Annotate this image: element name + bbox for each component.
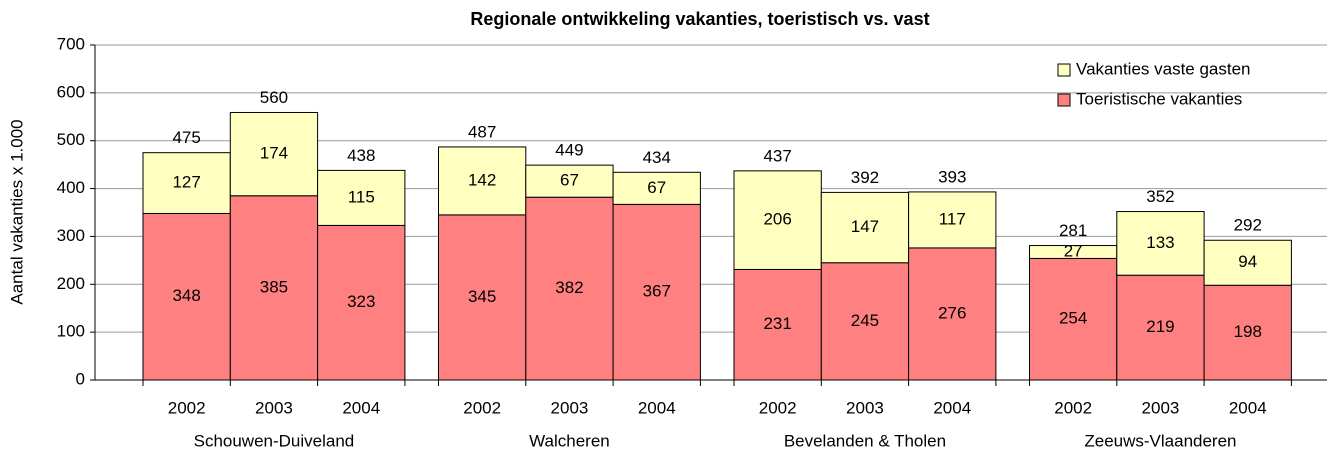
data-label: 147 (851, 217, 879, 236)
total-label: 438 (347, 146, 375, 165)
data-label: 345 (468, 287, 496, 306)
bar-segment (908, 247, 997, 381)
bar-segment (820, 191, 910, 264)
data-label: 27 (1064, 241, 1083, 260)
y-tick-label: 0 (76, 369, 85, 388)
x-tick-label: 2004 (342, 398, 380, 417)
data-label: 231 (763, 314, 791, 333)
data-label: 367 (643, 282, 671, 301)
data-label: 67 (560, 171, 579, 190)
bar-segment (612, 171, 701, 205)
y-axis-label: Aantal vakanties x 1.000 (7, 119, 26, 304)
bar-segment (733, 170, 822, 270)
y-tick-label: 700 (57, 34, 85, 53)
x-tick-label: 2004 (933, 398, 971, 417)
group-label: Zeeuws-Vlaanderen (1084, 431, 1236, 450)
x-tick-label: 2002 (1054, 398, 1092, 417)
total-label: 560 (260, 88, 288, 107)
bar-segment (820, 262, 910, 381)
data-label: 323 (347, 292, 375, 311)
x-tick-label: 2002 (463, 398, 501, 417)
total-label: 475 (172, 128, 200, 147)
data-label: 348 (172, 286, 200, 305)
total-label: 434 (643, 148, 671, 167)
group-label: Schouwen-Duiveland (194, 431, 355, 450)
bar-segment (438, 146, 527, 216)
legend-label: Vakanties vaste gasten (1076, 59, 1251, 78)
data-label: 385 (260, 277, 288, 296)
y-tick-label: 200 (57, 274, 85, 293)
data-label: 245 (851, 311, 879, 330)
data-label: 127 (172, 173, 200, 192)
bar-segment (1203, 284, 1292, 381)
x-tick-label: 2003 (255, 398, 293, 417)
x-tick-label: 2002 (168, 398, 206, 417)
x-tick-label: 2003 (846, 398, 884, 417)
y-tick-label: 600 (57, 82, 85, 101)
bar-segment (317, 224, 406, 381)
y-tick-label: 500 (57, 130, 85, 149)
legend-swatch (1057, 93, 1071, 107)
data-label: 276 (938, 303, 966, 322)
bar-segment (1203, 239, 1292, 286)
data-label: 94 (1238, 252, 1257, 271)
x-tick-label: 2003 (551, 398, 589, 417)
y-tick-label: 400 (57, 178, 85, 197)
chart-title: Regionale ontwikkeling vakanties, toeris… (470, 9, 929, 29)
bar-segment (908, 191, 997, 249)
y-tick-label: 300 (57, 226, 85, 245)
x-tick-label: 2002 (759, 398, 797, 417)
bar-segment (229, 111, 319, 197)
bar-segment (142, 212, 231, 381)
x-tick-label: 2003 (1142, 398, 1180, 417)
total-label: 292 (1234, 216, 1262, 235)
bar-segment (142, 152, 231, 214)
data-label: 198 (1234, 322, 1262, 341)
bar-segment (1029, 257, 1118, 381)
total-label: 449 (555, 141, 583, 160)
bar-segment (525, 164, 614, 198)
data-label: 115 (348, 187, 375, 206)
total-label: 352 (1146, 187, 1174, 206)
data-label: 206 (763, 210, 791, 229)
bar-segment (317, 169, 406, 226)
group-label: Bevelanden & Tholen (784, 431, 946, 450)
data-label: 133 (1146, 233, 1174, 252)
y-tick-label: 100 (57, 322, 85, 341)
data-label: 254 (1059, 309, 1087, 328)
legend-label: Toeristische vakanties (1076, 89, 1242, 108)
x-tick-label: 2004 (638, 398, 676, 417)
total-label: 487 (468, 122, 496, 141)
total-label: 281 (1059, 221, 1087, 240)
data-label: 174 (260, 144, 288, 163)
total-label: 393 (938, 167, 966, 186)
data-label: 382 (555, 278, 583, 297)
group-label: Walcheren (529, 431, 610, 450)
bar-segment (733, 268, 822, 381)
data-label: 219 (1146, 317, 1174, 336)
total-label: 437 (763, 146, 791, 165)
data-label: 67 (647, 178, 666, 197)
data-label: 117 (939, 209, 966, 228)
data-label: 142 (468, 170, 496, 189)
x-tick-label: 2004 (1229, 398, 1267, 417)
total-label: 392 (851, 168, 879, 187)
legend-swatch (1057, 63, 1071, 77)
